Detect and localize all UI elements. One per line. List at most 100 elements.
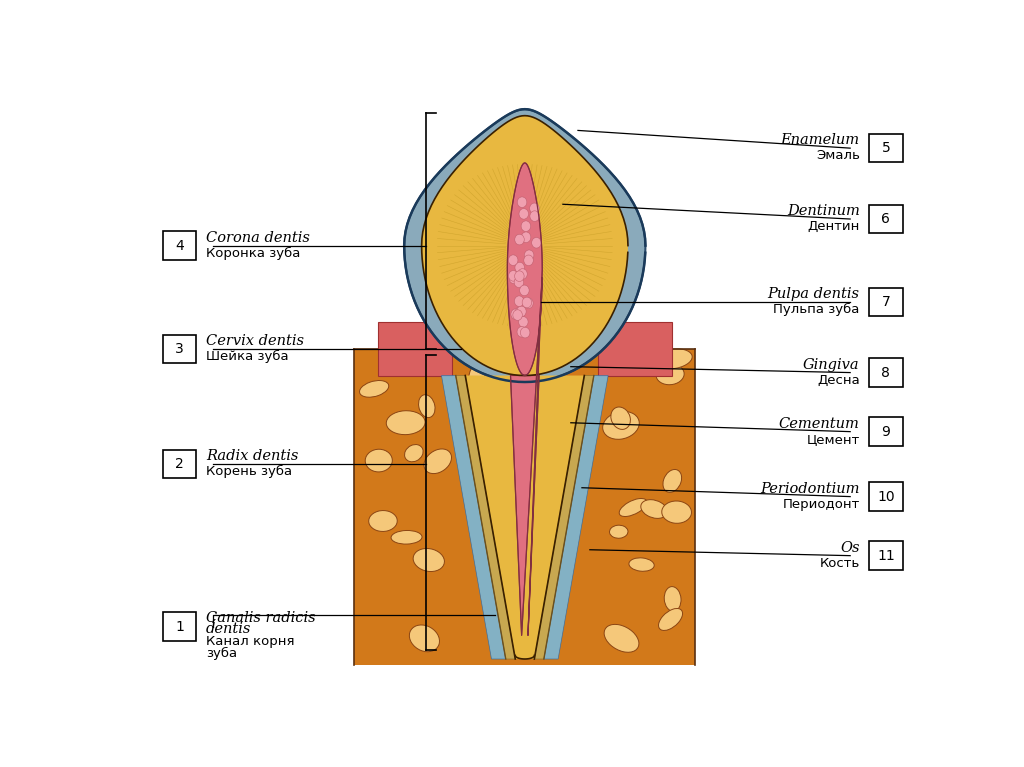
Ellipse shape: [521, 232, 530, 242]
Ellipse shape: [509, 271, 518, 281]
Ellipse shape: [658, 608, 683, 630]
FancyBboxPatch shape: [163, 232, 197, 260]
Polygon shape: [404, 109, 645, 382]
Text: Cementum: Cementum: [779, 417, 860, 431]
Text: Enamelum: Enamelum: [780, 133, 860, 147]
Ellipse shape: [665, 587, 681, 611]
Ellipse shape: [509, 273, 518, 284]
Ellipse shape: [531, 238, 542, 248]
Ellipse shape: [518, 268, 527, 279]
Text: 4: 4: [175, 239, 184, 252]
Text: Canalis radicis: Canalis radicis: [206, 611, 315, 624]
Polygon shape: [354, 349, 695, 665]
Ellipse shape: [413, 548, 444, 571]
Ellipse shape: [515, 234, 524, 245]
Text: 10: 10: [878, 489, 895, 504]
Text: Периодонт: Периодонт: [782, 498, 860, 511]
Ellipse shape: [654, 349, 692, 369]
Ellipse shape: [391, 531, 422, 544]
Text: Os: Os: [841, 541, 860, 555]
Text: Gingiva: Gingiva: [803, 358, 860, 372]
FancyBboxPatch shape: [869, 358, 902, 387]
Polygon shape: [441, 376, 506, 659]
Ellipse shape: [603, 411, 639, 439]
Polygon shape: [422, 116, 628, 376]
Ellipse shape: [513, 310, 522, 321]
Ellipse shape: [524, 250, 534, 261]
Ellipse shape: [515, 307, 525, 318]
Ellipse shape: [511, 309, 520, 320]
Ellipse shape: [424, 449, 452, 473]
Text: 8: 8: [882, 366, 890, 380]
Ellipse shape: [519, 285, 529, 296]
Text: 11: 11: [877, 548, 895, 563]
Ellipse shape: [523, 298, 534, 308]
Text: Periodontium: Periodontium: [760, 482, 860, 496]
Ellipse shape: [469, 360, 488, 383]
Text: Cervix dentis: Cervix dentis: [206, 334, 304, 348]
Ellipse shape: [519, 209, 528, 219]
FancyBboxPatch shape: [163, 612, 197, 640]
Text: Дентин: Дентин: [807, 220, 860, 233]
FancyBboxPatch shape: [869, 417, 902, 446]
Ellipse shape: [535, 357, 563, 377]
Text: Эмаль: Эмаль: [816, 150, 860, 163]
Ellipse shape: [663, 469, 682, 492]
Ellipse shape: [611, 407, 631, 430]
FancyBboxPatch shape: [163, 450, 197, 479]
Ellipse shape: [517, 327, 526, 337]
Text: 7: 7: [882, 295, 890, 308]
Text: Dentinum: Dentinum: [786, 204, 860, 219]
Ellipse shape: [515, 271, 524, 281]
Ellipse shape: [517, 306, 526, 317]
Text: Коронка зуба: Коронка зуба: [206, 247, 300, 260]
FancyBboxPatch shape: [163, 334, 197, 363]
Polygon shape: [378, 322, 452, 376]
Ellipse shape: [404, 445, 423, 462]
Text: Пульпа зуба: Пульпа зуба: [773, 303, 860, 316]
Ellipse shape: [517, 197, 526, 208]
Text: 9: 9: [882, 425, 890, 439]
Text: Corona dentis: Corona dentis: [206, 231, 309, 245]
Text: Канал корня: Канал корня: [206, 635, 294, 648]
Text: 1: 1: [175, 620, 184, 634]
FancyBboxPatch shape: [869, 134, 902, 163]
Text: зуба: зуба: [206, 647, 237, 660]
FancyBboxPatch shape: [869, 542, 902, 570]
FancyBboxPatch shape: [869, 482, 902, 511]
Ellipse shape: [641, 499, 668, 518]
Text: Radix dentis: Radix dentis: [206, 449, 298, 463]
Polygon shape: [465, 376, 585, 659]
Text: Десна: Десна: [817, 374, 860, 387]
Ellipse shape: [520, 328, 529, 338]
Polygon shape: [535, 376, 594, 659]
Ellipse shape: [508, 255, 518, 265]
Ellipse shape: [521, 221, 530, 232]
Text: dentis: dentis: [206, 623, 251, 637]
Text: Корень зуба: Корень зуба: [206, 466, 292, 479]
Polygon shape: [507, 163, 543, 635]
Text: Цемент: Цемент: [807, 433, 860, 446]
Ellipse shape: [604, 624, 639, 652]
Ellipse shape: [359, 380, 389, 397]
Ellipse shape: [629, 558, 654, 571]
Polygon shape: [544, 376, 608, 659]
Ellipse shape: [515, 262, 524, 273]
Ellipse shape: [620, 499, 647, 516]
Text: 2: 2: [175, 457, 184, 471]
Ellipse shape: [524, 255, 534, 265]
FancyBboxPatch shape: [869, 205, 902, 233]
Ellipse shape: [410, 625, 439, 652]
Ellipse shape: [529, 211, 540, 222]
Polygon shape: [598, 322, 672, 376]
Ellipse shape: [662, 501, 691, 523]
Ellipse shape: [391, 354, 418, 366]
FancyBboxPatch shape: [869, 288, 902, 316]
Text: 3: 3: [175, 342, 184, 356]
Polygon shape: [456, 376, 515, 659]
Ellipse shape: [386, 411, 425, 435]
Ellipse shape: [656, 364, 684, 385]
Ellipse shape: [366, 449, 392, 472]
Ellipse shape: [609, 525, 628, 538]
Text: Pulpa dentis: Pulpa dentis: [768, 287, 860, 301]
